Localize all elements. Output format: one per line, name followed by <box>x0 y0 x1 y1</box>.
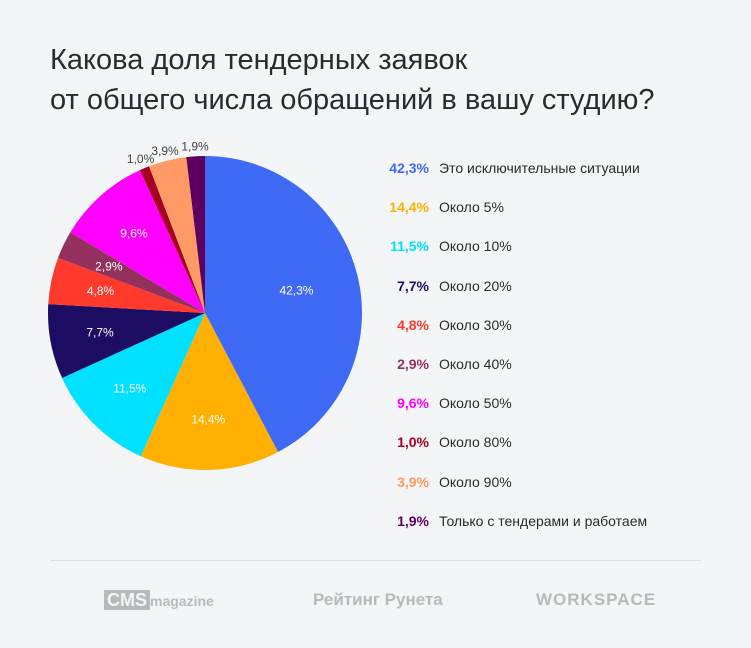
pie-slice-5 <box>57 232 205 313</box>
pie-slice-2 <box>62 313 206 457</box>
legend-percent: 11,5% <box>390 238 429 255</box>
cms-magazine-logo: CMS magazine <box>104 590 214 611</box>
legend-percent: 9,6% <box>397 395 429 412</box>
pie-slice-4 <box>48 257 205 313</box>
slice-data-label: 42,3% <box>279 283 313 297</box>
workspace-logo: WORKSPACE <box>536 590 657 609</box>
slice-data-label: 14,4% <box>191 413 225 427</box>
legend-label: Около 40% <box>439 356 512 372</box>
legend-percent: 4,8% <box>397 316 429 333</box>
pie-slice-9 <box>186 156 205 313</box>
legend-label: Около 30% <box>439 316 512 333</box>
pie-slice-7 <box>139 166 205 313</box>
legend-percent: 42,3% <box>389 160 429 176</box>
legend-label: Около 20% <box>439 277 512 294</box>
slice-data-label: 9,6% <box>120 226 148 240</box>
slice-data-label: 3,9% <box>151 144 179 158</box>
pie-slice-6 <box>70 170 205 313</box>
legend-label: Около 90% <box>439 473 512 490</box>
slice-data-label: 1,0% <box>127 152 155 166</box>
title-line-1: Какова доля тендерных заявок <box>50 44 468 76</box>
title-line-2: от общего числа обращений в вашу студию? <box>50 84 655 116</box>
legend-percent: 14,4% <box>389 199 429 216</box>
legend-percent: 7,7% <box>397 277 429 294</box>
pie-slice-0 <box>205 156 363 452</box>
legend-percent: 2,9% <box>397 356 429 372</box>
legend-label: Около 80% <box>439 434 512 451</box>
rating-runeta-logo: Рейтинг Рунета <box>313 590 443 609</box>
slice-data-label: 1,9% <box>181 139 209 153</box>
legend-label: Около 10% <box>439 238 512 255</box>
legend-label: Около 5% <box>439 199 504 216</box>
legend-label: Это исключительные ситуации <box>439 160 640 176</box>
legend-percent: 3,9% <box>397 473 429 490</box>
legend-percent: 1,0% <box>397 434 429 451</box>
legend-label: Только с тендерами и работаем <box>439 512 648 529</box>
legend-percent: 1,9% <box>397 512 429 529</box>
divider <box>50 560 701 561</box>
slice-data-label: 4,8% <box>87 284 115 298</box>
slice-data-label: 11,5% <box>113 382 146 396</box>
pie-slice-8 <box>149 157 205 313</box>
slice-data-label: 2,9% <box>95 260 123 274</box>
slice-data-label: 7,7% <box>86 326 114 340</box>
pie-slice-1 <box>140 313 279 471</box>
legend-label: Около 50% <box>439 395 512 412</box>
pie-slice-3 <box>48 304 206 379</box>
chart-title: Какова доля тендерных заявок от общего ч… <box>50 40 655 120</box>
